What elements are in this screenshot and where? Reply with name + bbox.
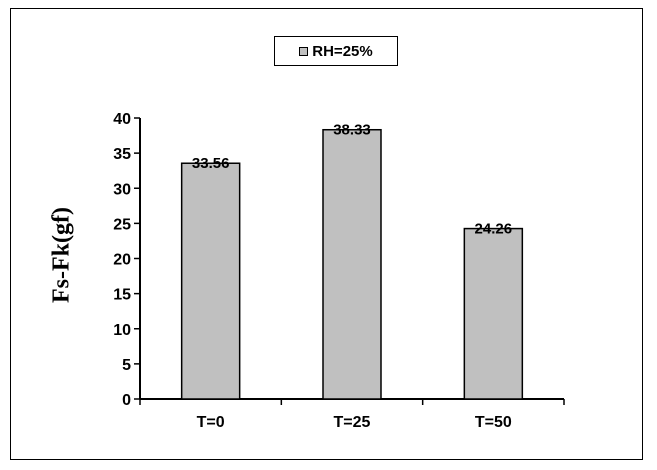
y-tick-label: 35	[113, 146, 131, 163]
bar	[463, 227, 524, 400]
data-label: 24.26	[475, 221, 513, 238]
data-label: 38.33	[333, 122, 371, 139]
legend: RH=25%	[274, 36, 398, 66]
legend-label: RH=25%	[312, 42, 373, 60]
data-label: 33.56	[192, 155, 230, 172]
y-tick-label: 20	[113, 252, 131, 269]
x-tick-label: T=25	[334, 414, 371, 431]
x-tick-label: T=50	[475, 414, 512, 431]
y-tick-label: 10	[113, 322, 131, 339]
bar	[180, 162, 241, 400]
bar	[322, 128, 382, 400]
y-tick-label: 40	[113, 111, 131, 128]
legend-swatch	[299, 46, 309, 56]
y-tick-label: 25	[113, 216, 131, 233]
y-tick-label: 0	[122, 392, 131, 409]
y-tick-label: 15	[113, 287, 131, 304]
y-tick-label: 30	[113, 181, 131, 198]
x-tick-label: T=0	[197, 414, 225, 431]
y-tick-label: 5	[122, 357, 131, 374]
